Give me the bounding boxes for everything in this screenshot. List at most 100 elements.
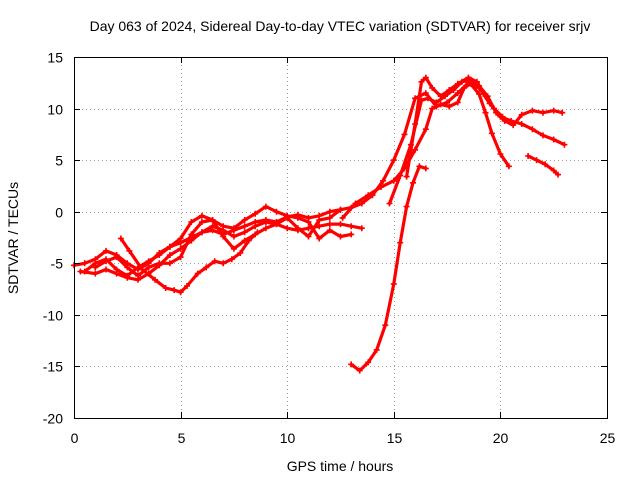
data-point xyxy=(401,131,408,138)
data-point xyxy=(429,105,436,112)
data-point xyxy=(241,229,248,236)
data-point xyxy=(81,260,88,267)
data-point xyxy=(540,132,546,139)
data-point xyxy=(348,223,355,230)
data-point xyxy=(194,270,201,277)
data-point xyxy=(437,101,444,108)
data-point xyxy=(433,99,440,106)
data-point xyxy=(284,214,291,221)
data-point xyxy=(284,225,291,232)
y-tick-label: -5 xyxy=(51,256,64,272)
data-point xyxy=(382,322,389,329)
data-point xyxy=(529,107,536,114)
data-point xyxy=(252,210,259,217)
data-point xyxy=(550,167,557,174)
data-point xyxy=(294,214,301,221)
data-point xyxy=(365,359,372,366)
series-track-i xyxy=(403,74,506,180)
y-tick-label: -15 xyxy=(43,359,63,375)
data-point xyxy=(373,346,380,353)
data-point xyxy=(403,173,410,180)
plot-frame xyxy=(74,57,608,419)
data-point xyxy=(273,221,280,228)
x-tick-label: 15 xyxy=(387,430,403,446)
data-point xyxy=(198,219,205,225)
data-point xyxy=(177,289,184,296)
data-point xyxy=(171,287,178,294)
data-point xyxy=(529,126,536,133)
data-point xyxy=(561,141,568,148)
chart-title: Day 063 of 2024, Sidereal Day-to-day VTE… xyxy=(90,18,591,34)
data-point xyxy=(262,225,269,232)
x-tick-label: 5 xyxy=(178,430,186,446)
data-point xyxy=(166,252,173,258)
data-point xyxy=(326,227,333,234)
data-point xyxy=(555,171,561,178)
data-point xyxy=(352,200,359,207)
data-point xyxy=(220,223,227,230)
data-point xyxy=(316,217,323,223)
data-point xyxy=(230,245,237,252)
y-tick-label: -20 xyxy=(43,411,63,427)
data-point xyxy=(488,130,495,137)
data-point xyxy=(117,235,124,242)
data-point xyxy=(326,208,333,215)
series-track-e xyxy=(117,229,261,296)
data-point xyxy=(418,78,425,85)
data-point xyxy=(412,121,419,127)
data-point xyxy=(446,87,453,93)
data-point xyxy=(380,177,387,184)
data-point xyxy=(386,200,393,207)
data-point xyxy=(209,223,216,230)
data-point xyxy=(156,252,163,258)
data-point xyxy=(559,109,566,116)
series-line xyxy=(119,230,259,294)
x-tick-label: 20 xyxy=(493,430,509,446)
data-point xyxy=(454,99,461,106)
data-point xyxy=(358,200,365,207)
data-point xyxy=(540,109,546,116)
data-point xyxy=(316,235,323,242)
data-point xyxy=(145,264,152,271)
data-point xyxy=(245,237,252,244)
data-point xyxy=(126,247,133,254)
series-line xyxy=(349,164,428,373)
y-axis-label: SDTVAR / TECUs xyxy=(5,182,21,294)
data-point xyxy=(356,367,363,374)
data-point xyxy=(422,74,429,81)
data-point xyxy=(476,91,483,98)
data-point xyxy=(422,126,429,133)
data-point xyxy=(152,276,158,283)
data-point xyxy=(198,212,205,219)
data-point xyxy=(365,192,372,199)
y-tick-label: 10 xyxy=(47,102,63,118)
data-point xyxy=(220,233,227,240)
data-point xyxy=(166,243,173,250)
x-axis-label: GPS time / hours xyxy=(287,458,394,474)
data-point xyxy=(505,163,512,170)
data-point xyxy=(211,258,218,265)
data-point xyxy=(252,223,259,230)
data-point xyxy=(497,151,504,157)
data-point xyxy=(397,239,404,246)
data-point xyxy=(305,225,312,232)
data-point xyxy=(397,172,404,179)
data-point xyxy=(220,260,227,267)
data-point xyxy=(446,103,453,110)
data-point xyxy=(262,219,269,225)
data-point xyxy=(241,223,248,230)
data-point xyxy=(416,163,423,170)
data-point xyxy=(403,203,410,210)
data-point xyxy=(491,105,497,112)
data-point xyxy=(184,283,190,289)
data-point xyxy=(198,229,205,236)
x-tick-label: 25 xyxy=(600,430,616,446)
data-point xyxy=(326,214,333,221)
data-point xyxy=(326,221,333,228)
data-point xyxy=(273,208,280,215)
series-track-f xyxy=(348,163,429,374)
data-point xyxy=(437,93,444,100)
data-point xyxy=(188,231,195,238)
data-point xyxy=(209,217,216,223)
